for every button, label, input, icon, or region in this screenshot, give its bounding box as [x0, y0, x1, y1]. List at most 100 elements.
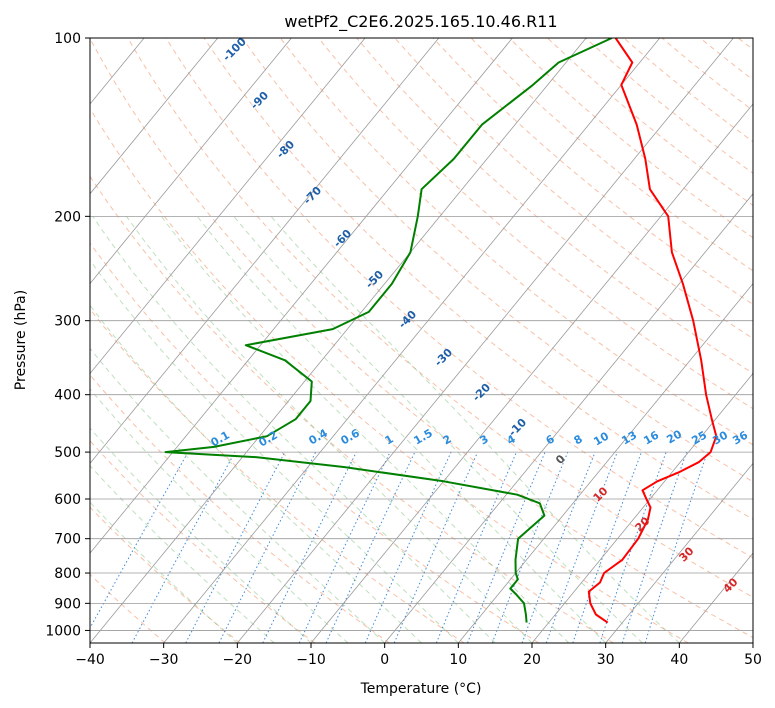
- isotherm: [90, 38, 292, 285]
- mixing-ratio-line: [90, 451, 189, 630]
- mixing-ratio-label: 0.6: [339, 426, 363, 447]
- x-axis: −40 −30 −20 −10 0 10 20 30 40 50: [75, 643, 762, 668]
- dry-adiabat: [203, 38, 753, 520]
- isotherm: [90, 38, 587, 643]
- mixing-ratio-line: [545, 451, 618, 643]
- dry-adiabat-label: -90: [248, 89, 271, 112]
- dry-adiabat-label: -70: [301, 184, 324, 207]
- isotherm: [531, 372, 753, 643]
- dry-adiabat: [90, 175, 614, 643]
- moist-adiabat: [233, 215, 643, 643]
- isotherm: [605, 462, 753, 643]
- dry-adiabat: [90, 242, 540, 643]
- mixing-ratio-label: 20: [664, 427, 684, 446]
- mixing-ratio-line: [393, 451, 479, 643]
- dry-adiabat: [90, 374, 390, 643]
- isotherm: [163, 38, 661, 643]
- mixing-ratio-line: [298, 451, 391, 643]
- dry-adiabat: [699, 38, 753, 81]
- moist-adiabat: [270, 215, 680, 643]
- dry-adiabat-label: -80: [274, 138, 297, 161]
- x-tick-label: 10: [449, 652, 467, 668]
- y-tick-label: 1000: [45, 623, 81, 639]
- y-tick-label: 600: [54, 492, 81, 508]
- isotherm: [90, 38, 440, 464]
- moist-adiabat: [92, 216, 496, 643]
- dry-adiabat: [165, 38, 753, 559]
- mixing-ratio-line: [185, 451, 286, 643]
- moist-adiabat: [90, 388, 349, 643]
- dry-adiabat-label: 40: [721, 575, 741, 595]
- x-tick-label: 30: [597, 652, 615, 668]
- y-tick-label: 700: [54, 532, 81, 548]
- dry-adiabat: [432, 38, 753, 305]
- isotherm: [90, 38, 366, 375]
- temperature-line: [587, 38, 718, 624]
- moist-adiabat: [90, 347, 386, 643]
- dry-adiabat: [90, 440, 316, 643]
- dry-adiabat-label: -60: [331, 227, 354, 250]
- y-tick-label: 300: [54, 314, 81, 330]
- dewpoint-line: [164, 38, 613, 623]
- dry-adiabat: [90, 506, 241, 643]
- dry-adiabat: [508, 38, 753, 239]
- moist-adiabat: [160, 215, 570, 643]
- mixing-ratio-line: [621, 451, 688, 643]
- dry-adiabat: [356, 38, 753, 374]
- x-tick-label: −10: [296, 652, 326, 668]
- mixing-ratio-label: 36: [730, 428, 750, 447]
- moist-adiabat: [90, 427, 312, 643]
- mixing-ratio-line: [467, 451, 546, 643]
- moist-adiabat: [90, 464, 275, 643]
- mixing-ratio-line: [644, 451, 708, 643]
- mixing-ratio-line: [435, 451, 517, 643]
- mixing-ratio-line: [364, 451, 452, 643]
- x-tick-label: −30: [149, 652, 179, 668]
- moist-adiabat: [196, 215, 607, 643]
- y-tick-label: 100: [54, 31, 81, 47]
- dry-adiabat: [90, 38, 753, 639]
- isotherm: [752, 642, 753, 643]
- dry-adiabat-label: 0: [553, 452, 568, 467]
- isotherm: [90, 38, 219, 195]
- mixing-ratio-label: 1.5: [412, 426, 435, 447]
- x-tick-label: 50: [744, 652, 762, 668]
- dry-adiabat-label: 10: [591, 484, 611, 504]
- mixing-ratio-label: 13: [619, 429, 639, 448]
- isotherm: [458, 283, 753, 643]
- dry-adiabat: [547, 38, 753, 206]
- plot-frame: [89, 37, 754, 644]
- y-tick-label: 200: [54, 209, 81, 225]
- x-tick-label: −40: [75, 652, 105, 668]
- dry-adiabat-label: -50: [363, 268, 386, 291]
- dry-adiabat-label: -30: [432, 346, 455, 369]
- mixing-ratio-label: 25: [689, 429, 709, 448]
- x-tick-label: 20: [523, 652, 541, 668]
- x-tick-label: 0: [380, 652, 389, 668]
- grid-lines: [90, 38, 753, 643]
- dry-adiabat: [90, 573, 166, 643]
- isotherm: [310, 103, 753, 643]
- y-tick-label: 400: [54, 388, 81, 404]
- dry-adiabat: [90, 107, 689, 643]
- mixing-ratio-label: 8: [572, 432, 585, 447]
- mixing-ratio-line: [599, 451, 667, 643]
- x-axis-label: Temperature (°C): [360, 681, 482, 697]
- mixing-ratio-label: 16: [641, 428, 661, 447]
- moist-adiabat: [90, 501, 238, 643]
- y-tick-label: 800: [54, 566, 81, 582]
- profile-series: [164, 38, 718, 624]
- dry-adiabat: [623, 38, 753, 143]
- mixing-ratio-line: [572, 451, 642, 643]
- chart-title: wetPf2_C2E6.2025.165.10.46.R11: [284, 12, 557, 32]
- dry-adiabat-label: -100: [220, 35, 249, 64]
- mixing-ratio-line: [131, 451, 236, 643]
- mixing-ratio-line: [521, 451, 596, 643]
- moist-adiabat: [90, 259, 459, 643]
- dry-adiabat-label: 30: [677, 544, 697, 564]
- isopleth-labels: -100-90-80-70-60-50-40-30-20-10010203040…: [209, 35, 751, 596]
- isotherm: [90, 38, 513, 554]
- isotherm: [237, 38, 734, 643]
- isotherm: [384, 193, 753, 643]
- dry-adiabat: [90, 308, 465, 643]
